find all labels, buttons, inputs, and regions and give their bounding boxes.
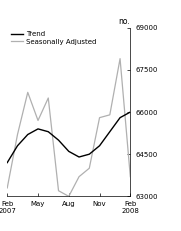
Text: no.: no.	[119, 17, 130, 26]
Legend: Trend, Seasonally Adjusted: Trend, Seasonally Adjusted	[11, 31, 96, 45]
